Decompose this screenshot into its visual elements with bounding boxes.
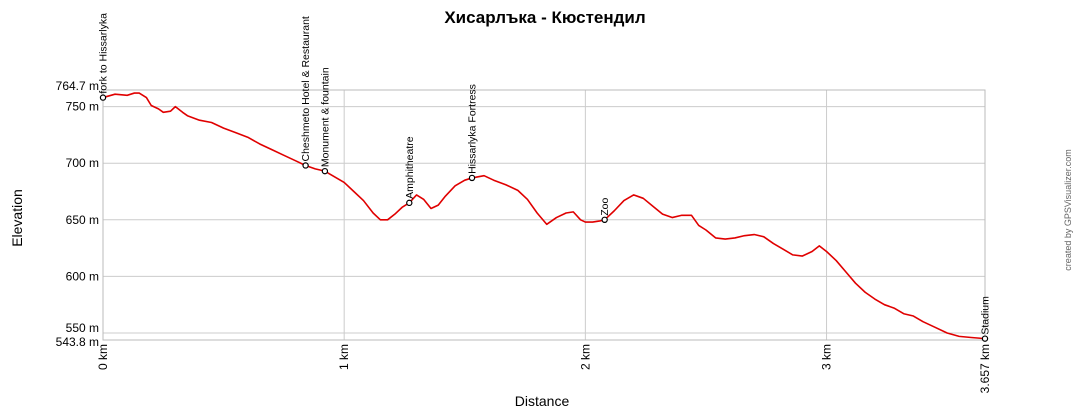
- x-tick-label: 1 km: [337, 344, 351, 370]
- x-tick-label: 3 km: [820, 344, 834, 370]
- y-tick-label: 764.7 m: [56, 79, 99, 93]
- waypoint-label: Stadium: [980, 296, 992, 335]
- waypoint-label: Cheshmeto Hotel & Restaurant: [300, 16, 312, 161]
- waypoint-marker: [302, 162, 309, 169]
- y-tick-label: 750 m: [66, 100, 99, 114]
- waypoint-marker: [321, 167, 329, 175]
- waypoint-marker: [468, 174, 476, 182]
- waypoint-label: Monument & fountain: [319, 67, 331, 167]
- elevation-series-line: [102, 92, 986, 340]
- waypoint-marker: [99, 94, 107, 101]
- x-axis-label: Distance: [515, 393, 570, 409]
- y-tick-label: 550 m: [66, 321, 99, 335]
- x-tick-label: 3.657 km: [978, 344, 992, 393]
- x-axis-ticks: 0 km 1 km 2 km 3 km 3.657 km: [96, 344, 992, 393]
- waypoint-label: Hissarlyka Fortress: [467, 84, 479, 174]
- plot-frame: [102, 89, 986, 341]
- y-tick-label: 700 m: [66, 156, 99, 170]
- waypoint-marker: [406, 199, 413, 207]
- y-tick-label: 600 m: [66, 269, 99, 283]
- x-tick-label: 0 km: [96, 344, 110, 370]
- x-tick-label: 2 km: [578, 344, 592, 370]
- waypoint-label: Zoo: [599, 198, 611, 216]
- chart-title: Хисарлъка - Кюстендил: [444, 8, 645, 27]
- waypoint-label: fork to Hissarlyka: [98, 13, 110, 94]
- waypoint-label: Amphitheatre: [404, 136, 416, 199]
- credit-text: created by GPSVisualizer.com: [1063, 149, 1073, 270]
- grid-lines: [103, 90, 985, 340]
- waypoint-markers: fork to Hissarlyka Cheshmeto Hotel & Rest…: [98, 13, 992, 342]
- y-axis-label: Elevation: [9, 189, 25, 247]
- y-tick-label: 543.8 m: [56, 335, 99, 349]
- waypoint-marker: [601, 216, 608, 224]
- waypoint-marker: [981, 335, 989, 342]
- y-tick-label: 650 m: [66, 213, 99, 227]
